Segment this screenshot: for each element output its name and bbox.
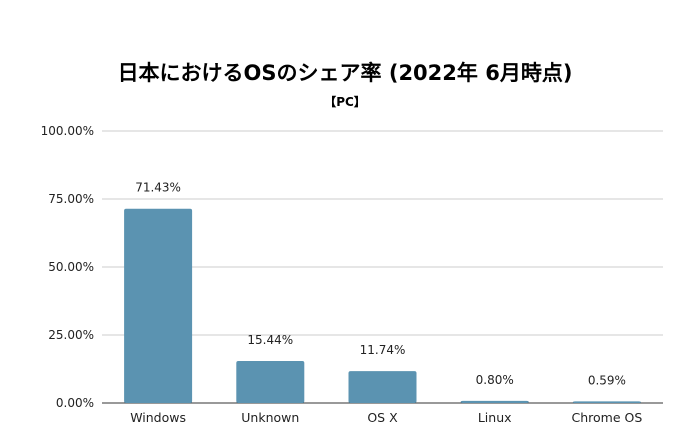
bar xyxy=(236,361,305,403)
y-tick-label: 0.00% xyxy=(56,396,94,410)
data-label: 11.74% xyxy=(360,343,406,357)
y-tick-label: 100.00% xyxy=(41,124,94,138)
y-tick-label: 50.00% xyxy=(48,260,94,274)
bar xyxy=(124,208,193,403)
x-tick-label: OS X xyxy=(367,410,398,425)
chart-title: 日本におけるOSのシェア率 (2022年 6月時点) xyxy=(118,61,573,85)
y-tick-label: 25.00% xyxy=(48,328,94,342)
bar xyxy=(572,401,641,403)
x-tick-label: Windows xyxy=(130,410,186,425)
bar xyxy=(348,371,417,403)
gridlines xyxy=(102,130,663,404)
data-label: 0.80% xyxy=(476,373,514,387)
data-label: 15.44% xyxy=(247,333,293,347)
bars xyxy=(124,208,641,403)
x-tick-label: Chrome OS xyxy=(572,410,643,425)
chart-subtitle: 【PC】 xyxy=(324,94,366,109)
labels: 0.00% 25.00% 50.00% 75.00% 100.00% 71.43% Wind… xyxy=(41,124,643,425)
y-tick-label: 75.00% xyxy=(48,192,94,206)
data-label: 0.59% xyxy=(588,373,626,387)
bar xyxy=(460,400,529,403)
x-tick-label: Unknown xyxy=(241,410,299,425)
data-label: 71.43% xyxy=(135,181,181,195)
x-tick-label: Linux xyxy=(478,410,512,425)
